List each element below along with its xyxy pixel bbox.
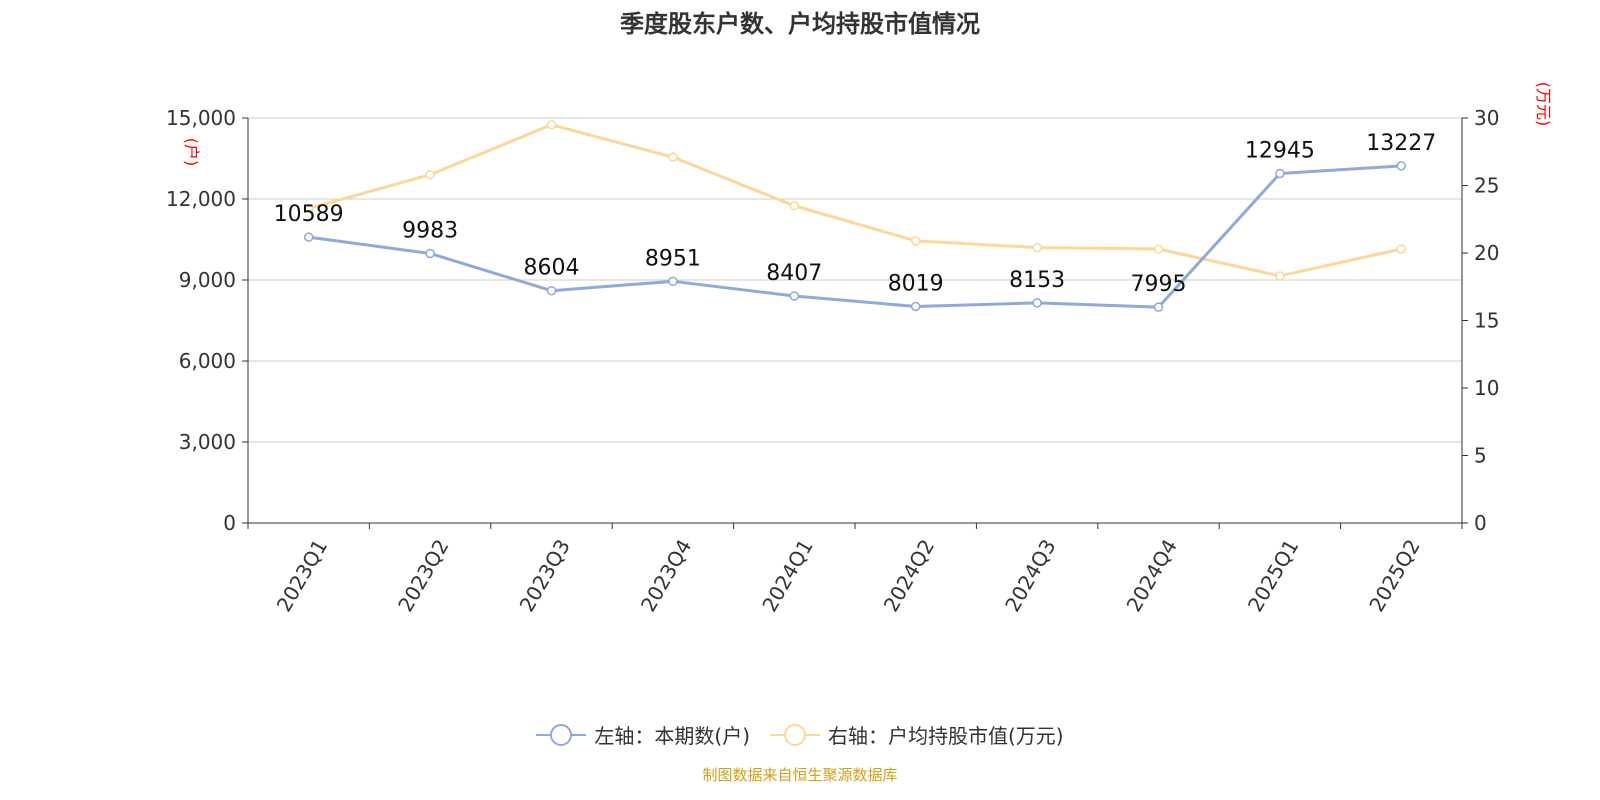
right-series-point — [1275, 271, 1285, 281]
x-tick-label: 2023Q3 — [515, 535, 575, 616]
left-series-point — [1153, 302, 1164, 312]
left-tick-label: 9,000 — [179, 268, 236, 292]
right-tick-label: 0 — [1474, 511, 1487, 535]
left-series-point — [425, 248, 435, 259]
right-series-point — [303, 203, 314, 214]
right-series-point — [546, 120, 557, 130]
right-axis-unit: (万元) — [1534, 82, 1553, 127]
legend-label-left: 左轴：本期数(户) — [594, 724, 750, 748]
left-tick-label: 12,000 — [166, 187, 236, 211]
data-label: 8407 — [766, 261, 822, 286]
x-tick-label: 2024Q4 — [1122, 535, 1182, 616]
left-series-point — [546, 285, 557, 296]
left-series-point — [789, 291, 800, 301]
left-series-point — [303, 232, 314, 242]
left-series-point — [910, 301, 921, 312]
data-label: 9983 — [402, 218, 458, 243]
right-series-line — [308, 123, 1402, 278]
right-tick-label: 25 — [1474, 174, 1499, 198]
x-tick-label: 2023Q2 — [393, 535, 453, 616]
left-series-point — [1032, 298, 1042, 308]
right-series-point — [1032, 242, 1042, 253]
x-tick-label: 2025Q1 — [1243, 535, 1303, 616]
right-series-point — [1396, 244, 1407, 254]
data-label: 12945 — [1245, 138, 1315, 163]
x-axis-ticks: 2023Q1 2023Q2 2023Q3 2023Q4 2024Q1 2024Q2 2024… — [247, 523, 1463, 616]
left-series-point — [1275, 168, 1285, 179]
left-series-point — [1396, 161, 1407, 171]
left-series-point — [668, 276, 678, 287]
right-tick-label: 15 — [1474, 309, 1499, 333]
legend-marker-left-icon — [536, 723, 587, 746]
data-label: 8951 — [645, 246, 701, 271]
right-series-point — [789, 201, 800, 211]
data-label: 8604 — [524, 256, 580, 281]
right-axis-ticks: 0 5 10 15 20 25 30 — [1462, 106, 1499, 535]
left-axis-ticks: 0 3,000 6,000 9,000 12,000 15,000 — [166, 106, 248, 535]
right-series-point — [668, 152, 678, 162]
left-tick-label: 0 — [223, 511, 236, 535]
right-series-point — [910, 236, 921, 246]
data-label: 10589 — [274, 202, 344, 227]
grid-lines — [248, 117, 1462, 443]
data-labels: 10589 9983 8604 8951 8407 8019 8153 7995 12945 13… — [274, 131, 1437, 297]
x-tick-label: 2024Q2 — [879, 535, 939, 616]
left-tick-label: 3,000 — [179, 430, 236, 454]
legend-item-right-series[interactable]: 右轴：户均持股市值(万元) — [770, 720, 1064, 749]
left-series-line — [308, 164, 1402, 309]
legend-label-right: 右轴：户均持股市值(万元) — [828, 724, 1064, 748]
x-tick-label: 2025Q2 — [1364, 535, 1424, 616]
left-tick-label: 15,000 — [166, 106, 236, 130]
legend-item-left-series[interactable]: 左轴：本期数(户) — [536, 720, 750, 749]
data-label: 7995 — [1131, 272, 1187, 297]
legend-marker-right-icon — [770, 723, 820, 746]
series-lines — [303, 120, 1407, 312]
data-label: 8153 — [1009, 268, 1065, 293]
x-tick-label: 2023Q1 — [272, 535, 332, 616]
x-tick-label: 2024Q1 — [757, 535, 817, 616]
right-tick-label: 20 — [1474, 241, 1499, 265]
left-axis-unit: (户) — [182, 138, 201, 167]
right-tick-label: 10 — [1474, 376, 1499, 400]
legend: 左轴：本期数(户) 右轴：户均持股市值(万元) — [0, 720, 1600, 749]
source-note: 制图数据来自恒生聚源数据库 — [702, 766, 898, 784]
x-tick-label: 2023Q4 — [636, 535, 696, 616]
data-label: 13227 — [1366, 131, 1436, 156]
right-tick-label: 30 — [1474, 106, 1499, 130]
right-series-point — [1153, 244, 1164, 254]
data-label: 8019 — [888, 271, 944, 296]
right-series-point — [425, 169, 435, 180]
left-tick-label: 6,000 — [179, 349, 236, 373]
x-tick-label: 2024Q3 — [1000, 535, 1060, 616]
right-tick-label: 5 — [1474, 444, 1487, 468]
axis-units: (户) (万元) — [182, 82, 1553, 167]
chart-title: 季度股东户数、户均持股市值情况 — [620, 10, 980, 38]
